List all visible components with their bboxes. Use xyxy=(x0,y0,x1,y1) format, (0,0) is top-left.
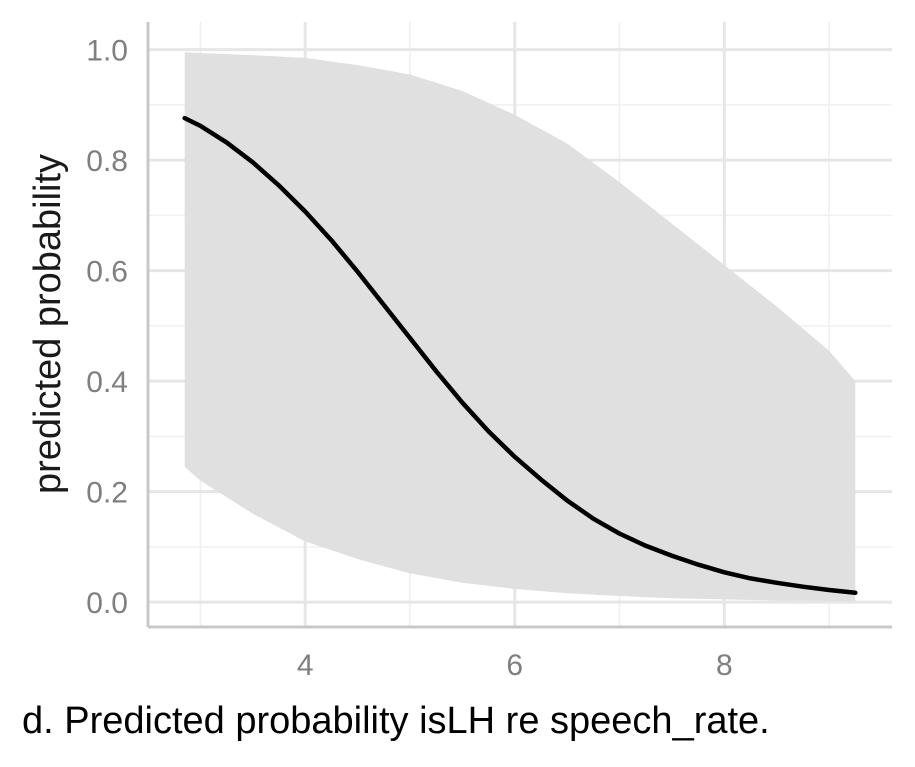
y-tick-label: 0.6 xyxy=(86,256,128,289)
confidence-band-layer xyxy=(184,52,856,602)
y-tick-label: 0.2 xyxy=(86,477,128,510)
figure-caption: d. Predicted probability isLH re speech_… xyxy=(22,700,770,742)
y-tick-label: 1.0 xyxy=(86,35,128,68)
y-tick-label: 0.8 xyxy=(86,145,128,178)
y-axis-title: predicted probability xyxy=(27,154,69,494)
chart: 4 6 8 0.0 0.2 0.4 0.6 0.8 1.0 predicted probabi… xyxy=(27,22,892,682)
x-tick-label: 4 xyxy=(297,649,314,682)
prediction-line-layer xyxy=(182,115,858,595)
axes xyxy=(146,22,892,629)
prediction-line xyxy=(182,115,858,595)
x-tick-label: 6 xyxy=(506,649,523,682)
y-tick-labels: 0.0 0.2 0.4 0.6 0.8 1.0 xyxy=(86,35,128,621)
y-tick-label: 0.0 xyxy=(86,587,128,620)
x-tick-label: 8 xyxy=(716,649,733,682)
confidence-band xyxy=(184,52,856,602)
x-tick-labels: 4 6 8 xyxy=(297,649,733,682)
y-tick-label: 0.4 xyxy=(86,366,128,399)
